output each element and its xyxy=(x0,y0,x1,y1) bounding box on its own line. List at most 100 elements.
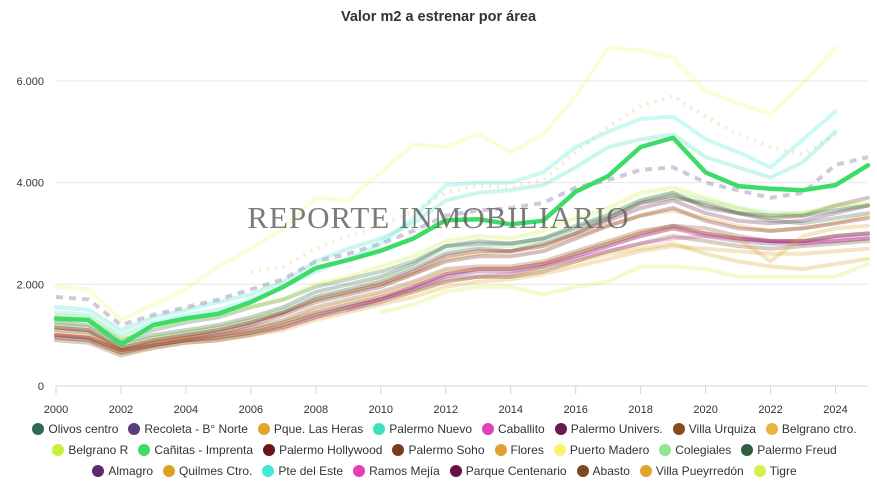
legend-item[interactable]: Pte del Este xyxy=(262,460,343,481)
legend-marker xyxy=(92,464,105,477)
legend-item[interactable]: Recoleta - B° Norte xyxy=(128,418,248,439)
x-tick-label: 2006 xyxy=(239,404,263,416)
y-tick-label: 4.000 xyxy=(16,178,44,190)
x-tick-label: 2022 xyxy=(758,404,782,416)
legend-marker xyxy=(553,443,566,456)
legend-item[interactable]: Quilmes Ctro. xyxy=(163,460,252,481)
x-tick-label: 2002 xyxy=(109,404,133,416)
legend-item[interactable]: Belgrano R xyxy=(52,439,128,460)
series-line[interactable] xyxy=(54,206,870,353)
series-line[interactable] xyxy=(54,234,870,358)
legend-marker xyxy=(138,443,151,456)
legend-label: Flores xyxy=(510,442,544,457)
axes: 0 2.000 4.000 6.000 2000 2002 2004 2006 2008 2010… xyxy=(16,76,868,416)
legend-marker xyxy=(765,422,778,435)
legend-label: Tigre xyxy=(769,463,797,478)
legend-label: Palermo Univers. xyxy=(570,421,663,436)
legend-item[interactable]: Pque. Las Heras xyxy=(257,418,363,439)
legend-label: Palermo Freud xyxy=(757,442,837,457)
series-line[interactable] xyxy=(54,223,870,353)
legend-marker xyxy=(639,464,652,477)
series-line[interactable] xyxy=(54,241,870,355)
legend-label: Olivos centro xyxy=(48,421,119,436)
legend-marker xyxy=(753,464,766,477)
series-line[interactable] xyxy=(54,223,870,353)
x-tick-label: 2000 xyxy=(44,404,68,416)
legend-marker xyxy=(576,464,589,477)
series-line[interactable] xyxy=(54,223,870,353)
legend-label: Quilmes Ctro. xyxy=(179,463,253,478)
x-tick-label: 2020 xyxy=(693,404,717,416)
legend: Olivos centro Recoleta - B° Norte Pque. La… xyxy=(22,418,867,481)
legend-item[interactable]: Palermo Nuevo xyxy=(373,418,472,439)
legend-marker xyxy=(741,443,754,456)
legend-item[interactable]: Ramos Mejía xyxy=(353,460,440,481)
legend-label: Palermo Soho xyxy=(408,442,485,457)
series-line[interactable] xyxy=(53,135,871,347)
legend-item[interactable]: Belgrano ctro. xyxy=(765,418,857,439)
series-line[interactable] xyxy=(54,198,870,350)
legend-label: Belgrano ctro. xyxy=(781,421,857,436)
legend-item[interactable]: Abasto xyxy=(576,460,630,481)
series-line[interactable] xyxy=(54,244,870,355)
legend-marker xyxy=(32,422,45,435)
series-line[interactable] xyxy=(346,226,870,312)
y-tick-label: 0 xyxy=(38,381,44,393)
legend-item[interactable]: Parque Centenario xyxy=(449,460,567,481)
x-tick-label: 2018 xyxy=(628,404,652,416)
series-line[interactable] xyxy=(55,155,869,327)
legend-item[interactable]: Palermo Univers. xyxy=(554,418,663,439)
x-tick-label: 2014 xyxy=(498,404,522,416)
legend-item[interactable]: Villa Urquiza xyxy=(672,418,756,439)
legend-label: Palermo Hollywood xyxy=(279,442,383,457)
legend-label: Villa Urquiza xyxy=(688,421,756,436)
x-tick-label: 2024 xyxy=(823,404,847,416)
series-line[interactable] xyxy=(250,94,837,274)
highlighted-series xyxy=(53,135,871,347)
legend-item[interactable]: Palermo Soho xyxy=(392,439,485,460)
series-line[interactable] xyxy=(54,208,870,348)
series-line[interactable] xyxy=(54,45,838,322)
legend-marker xyxy=(52,443,65,456)
x-tick-label: 2010 xyxy=(369,404,393,416)
legend-marker xyxy=(494,443,507,456)
x-tick-label: 2008 xyxy=(304,404,328,416)
legend-item[interactable]: Caballito xyxy=(482,418,545,439)
series-line[interactable] xyxy=(54,109,838,338)
legend-label: Recoleta - B° Norte xyxy=(144,421,248,436)
series-line[interactable] xyxy=(54,234,870,353)
legend-item[interactable]: Cañitas - Imprenta xyxy=(138,439,253,460)
legend-marker xyxy=(353,464,366,477)
x-tick-label: 2004 xyxy=(174,404,198,416)
legend-item[interactable]: Palermo Freud xyxy=(741,439,837,460)
series-line[interactable] xyxy=(54,195,870,343)
legend-label: Puerto Madero xyxy=(569,442,650,457)
series-line[interactable] xyxy=(54,193,870,350)
legend-item[interactable]: Villa Pueyrredón xyxy=(639,460,744,481)
y-tick-label: 6.000 xyxy=(16,76,44,88)
legend-marker xyxy=(659,443,672,456)
legend-item[interactable]: Almagro xyxy=(92,460,153,481)
legend-item[interactable]: Puerto Madero xyxy=(553,439,650,460)
legend-label: Almagro xyxy=(108,463,154,478)
legend-marker xyxy=(163,464,176,477)
legend-marker xyxy=(554,422,567,435)
series-line[interactable] xyxy=(54,190,870,348)
chart-title: Valor m2 a estrenar por área xyxy=(340,9,537,25)
legend-label: Palermo Nuevo xyxy=(389,421,473,436)
series-line[interactable] xyxy=(378,261,870,315)
legend-item[interactable]: Colegiales xyxy=(659,439,731,460)
legend-marker xyxy=(449,464,462,477)
legend-label: Pte del Este xyxy=(278,463,344,478)
series-line[interactable] xyxy=(54,190,870,345)
legend-item[interactable]: Olivos centro xyxy=(32,418,118,439)
legend-item[interactable]: Flores xyxy=(494,439,544,460)
legend-item[interactable]: Tigre xyxy=(753,460,797,481)
x-tick-label: 2012 xyxy=(434,404,458,416)
series-line[interactable] xyxy=(54,226,870,355)
legend-marker xyxy=(128,422,141,435)
series-line[interactable] xyxy=(54,129,838,333)
legend-label: Belgrano R xyxy=(68,442,129,457)
legend-item[interactable]: Palermo Hollywood xyxy=(263,439,382,460)
